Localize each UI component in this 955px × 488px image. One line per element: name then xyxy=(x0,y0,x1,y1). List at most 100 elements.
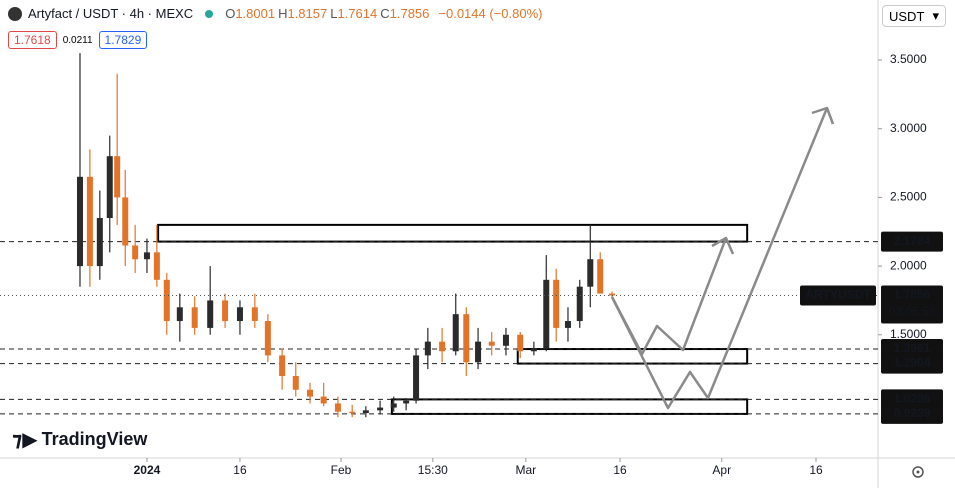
symbol-tag-label: ARTYUSDT xyxy=(805,288,871,302)
candle-body xyxy=(403,400,410,404)
candle-body xyxy=(334,403,341,412)
symbol-name[interactable]: Artyfact / USDT · 4h · MEXC xyxy=(28,6,194,21)
zone xyxy=(157,223,749,243)
level-label: 2.1784 xyxy=(894,234,931,248)
ohlc-key: C xyxy=(380,6,390,21)
order-boxes: 1.7618 0.0211 1.7829 xyxy=(8,31,148,49)
x-tick-label: Apr xyxy=(712,463,731,477)
candle-body xyxy=(122,197,129,246)
projection-path xyxy=(610,107,829,410)
y-tick-label: 2.0000 xyxy=(890,258,927,272)
chevron: ▾ xyxy=(932,8,939,23)
spread: 0.0211 xyxy=(62,34,93,46)
ohlc-value: 1.8157 xyxy=(287,6,328,21)
y-tick-label: 3.0000 xyxy=(890,121,927,135)
ask[interactable]: 1.7829 xyxy=(98,31,148,49)
ohlc-key: L xyxy=(330,6,338,21)
candle-body xyxy=(452,314,459,352)
candle-body xyxy=(191,307,198,328)
y-tick-label: 2.5000 xyxy=(890,190,927,204)
candle-body xyxy=(163,279,170,322)
brand-name: TradingView xyxy=(41,429,148,449)
candle-body xyxy=(608,293,615,296)
countdown: 03:05:56 xyxy=(889,305,936,319)
candle-body xyxy=(413,355,420,401)
candle-body xyxy=(222,300,229,322)
level-label: 1.3961 xyxy=(894,341,931,355)
projection-arrows xyxy=(610,106,835,410)
candle-body xyxy=(207,300,214,328)
candle-body xyxy=(106,156,113,219)
level-label: 1.0296 xyxy=(894,392,931,406)
candle-body xyxy=(576,286,583,322)
candle-body xyxy=(76,176,83,267)
ohlc: O1.8001 H1.8157 L1.7614 C1.7856 xyxy=(225,6,432,21)
candle-body xyxy=(377,407,384,411)
candle-body xyxy=(320,396,327,404)
y-tick-label: 1.5000 xyxy=(890,327,927,341)
candle-body xyxy=(553,279,560,328)
candle-body xyxy=(439,341,446,352)
x-tick-label: 16 xyxy=(613,463,627,477)
candle-body xyxy=(597,259,604,294)
ohlc-value: 1.7614 xyxy=(337,6,378,21)
candle-body xyxy=(176,307,183,322)
x-tick-label: Feb xyxy=(331,463,352,477)
zone xyxy=(390,398,749,415)
symbol-header: Artyfact / USDT · 4h · MEXC O1.8001 H1.81… xyxy=(8,6,545,21)
x-tick-label: 2024 xyxy=(134,463,161,477)
level-label: 1.2904 xyxy=(894,356,931,370)
arrow-head xyxy=(711,236,735,255)
brand-icon: ⁊▶ xyxy=(12,429,38,451)
candle-body xyxy=(143,252,150,260)
ohlc-value: 1.7856 xyxy=(389,6,430,21)
candle-body xyxy=(390,403,397,408)
ohlc-key: H xyxy=(278,6,288,21)
candle-body xyxy=(307,389,314,397)
plot: 3.5000 3.0000 2.5000 2.0000 1.5000 2024 16 Feb 1… xyxy=(0,52,943,477)
symbol-logo xyxy=(8,6,22,21)
brand: ⁊▶ TradingView xyxy=(12,427,147,452)
price-tag xyxy=(881,285,943,324)
candle-body xyxy=(502,334,509,346)
candle-body xyxy=(424,341,431,356)
candle-body xyxy=(96,218,103,267)
bid[interactable]: 1.7618 xyxy=(8,31,57,49)
y-tick-label: 3.5000 xyxy=(890,52,927,66)
level-tag xyxy=(881,353,943,374)
candle-body xyxy=(517,334,524,352)
candle-body xyxy=(475,341,482,363)
candle-body xyxy=(86,176,93,267)
x-tick-label: Mar xyxy=(515,463,536,477)
candle-body xyxy=(236,307,243,322)
candle-body xyxy=(292,375,299,390)
settings-icon[interactable] xyxy=(912,466,924,478)
candle-body xyxy=(153,252,160,280)
candle-body xyxy=(362,410,369,414)
x-tick-label: 16 xyxy=(233,463,247,477)
zone xyxy=(516,348,749,365)
symbol-tag xyxy=(800,285,876,306)
candle-body xyxy=(530,348,537,352)
candle-body xyxy=(488,341,495,346)
candle-body xyxy=(587,259,594,287)
currency-select[interactable]: USDT ▾ xyxy=(882,5,946,27)
level-tag xyxy=(881,231,943,252)
market-status xyxy=(205,9,214,18)
x-tick-label: 15:30 xyxy=(418,463,448,477)
price-label: 1.7856 xyxy=(894,288,931,302)
candle-body xyxy=(463,314,470,363)
candle-body xyxy=(349,411,356,414)
candle-body xyxy=(114,156,121,198)
candle-body xyxy=(564,321,571,328)
candle-body xyxy=(543,279,550,349)
candle-body xyxy=(279,355,286,376)
candle-body xyxy=(251,307,258,322)
level-tag xyxy=(881,403,943,424)
level-label: 0.9239 xyxy=(894,406,931,420)
change: −0.0144 (−0.80%) xyxy=(438,6,543,21)
x-tick-label: 16 xyxy=(809,463,823,477)
candle-body xyxy=(132,245,139,260)
